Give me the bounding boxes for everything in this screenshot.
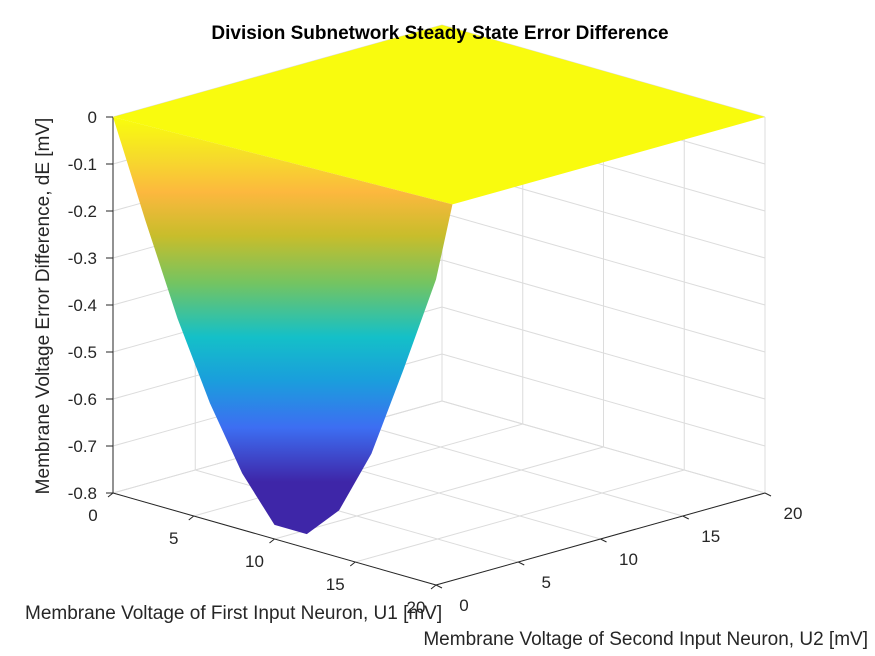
floor-grid-line [359, 423, 683, 517]
x-tick-label: 5 [169, 529, 178, 548]
side-wall-grid-line [441, 212, 766, 306]
surface-front-face [113, 117, 453, 535]
chart-title: Division Subnetwork Steady State Error D… [211, 23, 668, 44]
z-tick-label: -0.4 [68, 296, 97, 315]
z-tick-label: -0.5 [68, 343, 97, 362]
side-wall-grid-line [441, 259, 766, 353]
y-tick-label: 20 [784, 504, 803, 523]
y-axis-label: Membrane Voltage of Second Input Neuron,… [423, 629, 868, 650]
y-tick-mark [682, 515, 689, 520]
x-axis-label: Membrane Voltage of First Input Neuron, … [25, 603, 442, 624]
x-tick-label: 20 [407, 598, 426, 617]
x-tick-mark [188, 515, 195, 521]
x-tick-mark [107, 492, 114, 498]
x-tick-mark [269, 538, 275, 544]
z-tick-label: 0 [88, 108, 97, 127]
x-tick-label: 10 [245, 552, 264, 571]
side-wall-grid-line [441, 353, 766, 447]
z-tick-label: -0.8 [68, 484, 97, 503]
y-tick-mark [764, 492, 772, 497]
y-tick-label: 15 [701, 527, 720, 546]
y-tick-label: 10 [619, 550, 638, 569]
z-tick-label: -0.1 [68, 155, 97, 174]
floor-grid-line [195, 469, 519, 563]
z-tick-label: -0.7 [68, 437, 97, 456]
x-tick-mark [430, 584, 437, 590]
x-tick-label: 0 [88, 506, 97, 525]
tick-labels: 0 -0.1 -0.2 -0.3 -0.4 -0.5 -0.6 -0.7 -0.8 0 5 10 15 2… [68, 108, 803, 617]
y-tick-mark [518, 561, 525, 566]
z-axis-label: Membrane Voltage Error Difference, dE [m… [33, 118, 54, 495]
y-tick-label: 0 [459, 596, 468, 615]
z-tick-label: -0.2 [68, 202, 97, 221]
surface-top-plane [113, 25, 765, 205]
z-tick-label: -0.3 [68, 249, 97, 268]
x-tick-mark [349, 561, 356, 567]
surface-layer [113, 25, 765, 535]
z-tick-label: -0.6 [68, 390, 97, 409]
y-tick-mark [435, 584, 443, 589]
side-wall-grid-line [441, 400, 766, 494]
y-tick-label: 5 [542, 573, 551, 592]
side-wall-grid-line [441, 306, 766, 400]
axes [106, 116, 772, 590]
y-tick-mark [600, 538, 607, 543]
x-tick-label: 15 [326, 575, 345, 594]
